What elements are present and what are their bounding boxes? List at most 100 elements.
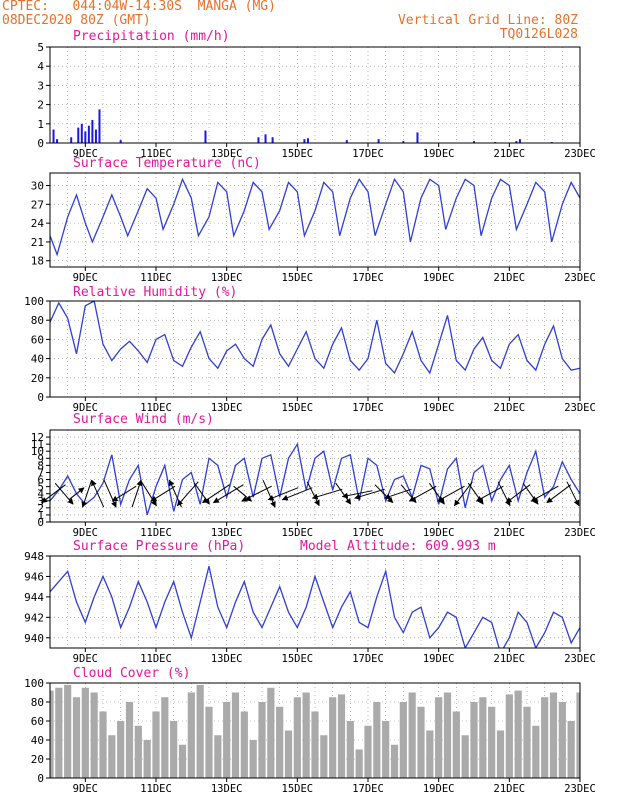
- pressure-xtick-label: 19DEC: [423, 653, 455, 665]
- pressure-xtick-label: 15DEC: [282, 653, 314, 665]
- humidity-plot-frame: [49, 300, 581, 398]
- precipitation-title: Precipitation (mm/h): [73, 29, 230, 44]
- precipitation-plot-frame: [49, 46, 581, 144]
- wind-xtick-label: 19DEC: [423, 527, 455, 539]
- precipitation-bar: [98, 109, 101, 143]
- wind-vector-arrow: [131, 479, 143, 508]
- wind-ytick-label: 8: [37, 459, 44, 472]
- temperature-xtick-label: 9DEC: [73, 272, 98, 284]
- wind-vector-arrow: [68, 487, 85, 501]
- wind-ytick-label: 7: [37, 466, 44, 479]
- cloud-bar: [470, 702, 478, 778]
- cloud-bar: [532, 725, 540, 778]
- wind-vector-arrow: [546, 484, 572, 504]
- cloud-ytick-label: 60: [31, 715, 44, 728]
- precipitation-bar: [80, 123, 83, 143]
- humidity-xtick-label: 23DEC: [564, 402, 596, 414]
- cloud-bar: [558, 702, 566, 778]
- humidity-series-line: [50, 301, 580, 375]
- cloud-bar: [355, 749, 363, 778]
- wind-vector-arrow: [437, 485, 465, 502]
- wind-vector-arrow: [383, 488, 412, 500]
- temperature-xtick-label: 13DEC: [211, 272, 243, 284]
- precipitation-bar: [77, 127, 80, 143]
- cloud-bar: [364, 725, 372, 778]
- precipitation-bar: [257, 137, 260, 143]
- cloud-bar: [461, 735, 469, 778]
- precipitation-bar: [52, 129, 55, 143]
- precipitation-ytick-label: 3: [37, 79, 44, 92]
- wind-vector-arrow: [475, 485, 504, 502]
- cloud-bar: [125, 702, 134, 778]
- pressure-ytick-label: 940: [24, 632, 44, 645]
- wind-ytick-label: 9: [37, 452, 44, 465]
- humidity-ytick-label: 40: [31, 353, 44, 366]
- wind-vector-arrow: [150, 485, 176, 502]
- wind-ytick-label: 2: [37, 502, 44, 515]
- precipitation-bar: [518, 139, 521, 143]
- cloud-bar: [311, 711, 319, 778]
- wind-vector-arrow: [262, 479, 276, 508]
- pressure-ytick-label: 942: [24, 611, 44, 624]
- temperature-ytick-label: 18: [31, 255, 44, 268]
- wind-vector-arrow: [41, 484, 66, 504]
- precipitation-ytick-label: 1: [37, 118, 44, 131]
- cloud-bar: [505, 694, 513, 778]
- precipitation-bar: [204, 130, 207, 143]
- temperature-ytick-label: 30: [31, 180, 44, 193]
- humidity-xtick-label: 21DEC: [494, 402, 526, 414]
- cloud-xtick-label: 19DEC: [423, 783, 455, 795]
- wind-vector-arrow: [453, 481, 473, 507]
- cloud-bar: [187, 692, 195, 778]
- wind-xtick-label: 21DEC: [494, 527, 526, 539]
- cloud-bar: [90, 692, 98, 778]
- wind-plot-frame: [49, 429, 581, 523]
- temperature-ytick-label: 27: [31, 198, 44, 211]
- precipitation-bar: [94, 129, 97, 143]
- cloud-bar: [72, 697, 81, 778]
- precipitation-bar: [264, 134, 267, 143]
- cloud-bar: [161, 697, 169, 778]
- pressure-ytick-label: 944: [24, 591, 44, 604]
- wind-vector-arrow: [566, 481, 580, 507]
- cloud-bar: [452, 711, 460, 778]
- cloud-bar: [514, 690, 522, 778]
- wind-vector-arrow: [233, 485, 253, 502]
- precipitation-bar: [402, 141, 405, 143]
- temperature-title: Surface Temperature (nC): [73, 156, 261, 171]
- cloud-bar: [50, 690, 54, 778]
- pressure-xtick-label: 11DEC: [140, 653, 172, 665]
- cloud-bar: [426, 730, 434, 778]
- humidity-ytick-label: 0: [37, 391, 44, 404]
- precipitation-bar: [377, 139, 380, 143]
- cloud-bar: [567, 721, 575, 778]
- cloud-bar: [479, 697, 487, 778]
- cloud-ytick-label: 20: [31, 753, 44, 766]
- cloud-bar: [496, 730, 505, 778]
- cloud-bar: [170, 721, 178, 778]
- cloud-bar: [293, 697, 301, 778]
- cloud-bar: [320, 735, 328, 778]
- header-location: CPTEC: 044:04W-14:30S MANGA (MG): [2, 0, 276, 14]
- cloud-bar: [382, 721, 390, 778]
- precipitation-bar: [70, 137, 73, 143]
- wind-ytick-label: 4: [37, 488, 44, 501]
- cloud-bar: [249, 740, 257, 778]
- wind-ytick-label: 6: [37, 474, 44, 487]
- wind-vector-arrow: [141, 481, 157, 507]
- precipitation-xtick-label: 21DEC: [494, 148, 526, 160]
- temperature-xtick-label: 23DEC: [564, 272, 596, 284]
- cloud-bar: [99, 711, 107, 778]
- cloud-bar: [576, 692, 580, 778]
- cloud-bar: [549, 692, 558, 778]
- pressure-annotation: Model Altitude: 609.993 m: [300, 539, 496, 554]
- cloud-bar: [223, 702, 231, 778]
- precipitation-bar: [303, 139, 306, 143]
- cloud-ytick-label: 100: [24, 677, 44, 690]
- cloud-ytick-label: 40: [31, 734, 44, 747]
- cloud-bar: [196, 684, 204, 778]
- precipitation-xtick-label: 13DEC: [211, 148, 243, 160]
- cloud-xtick-label: 13DEC: [211, 783, 243, 795]
- cloud-bar: [302, 692, 310, 778]
- precipitation-ytick-label: 0: [37, 137, 44, 150]
